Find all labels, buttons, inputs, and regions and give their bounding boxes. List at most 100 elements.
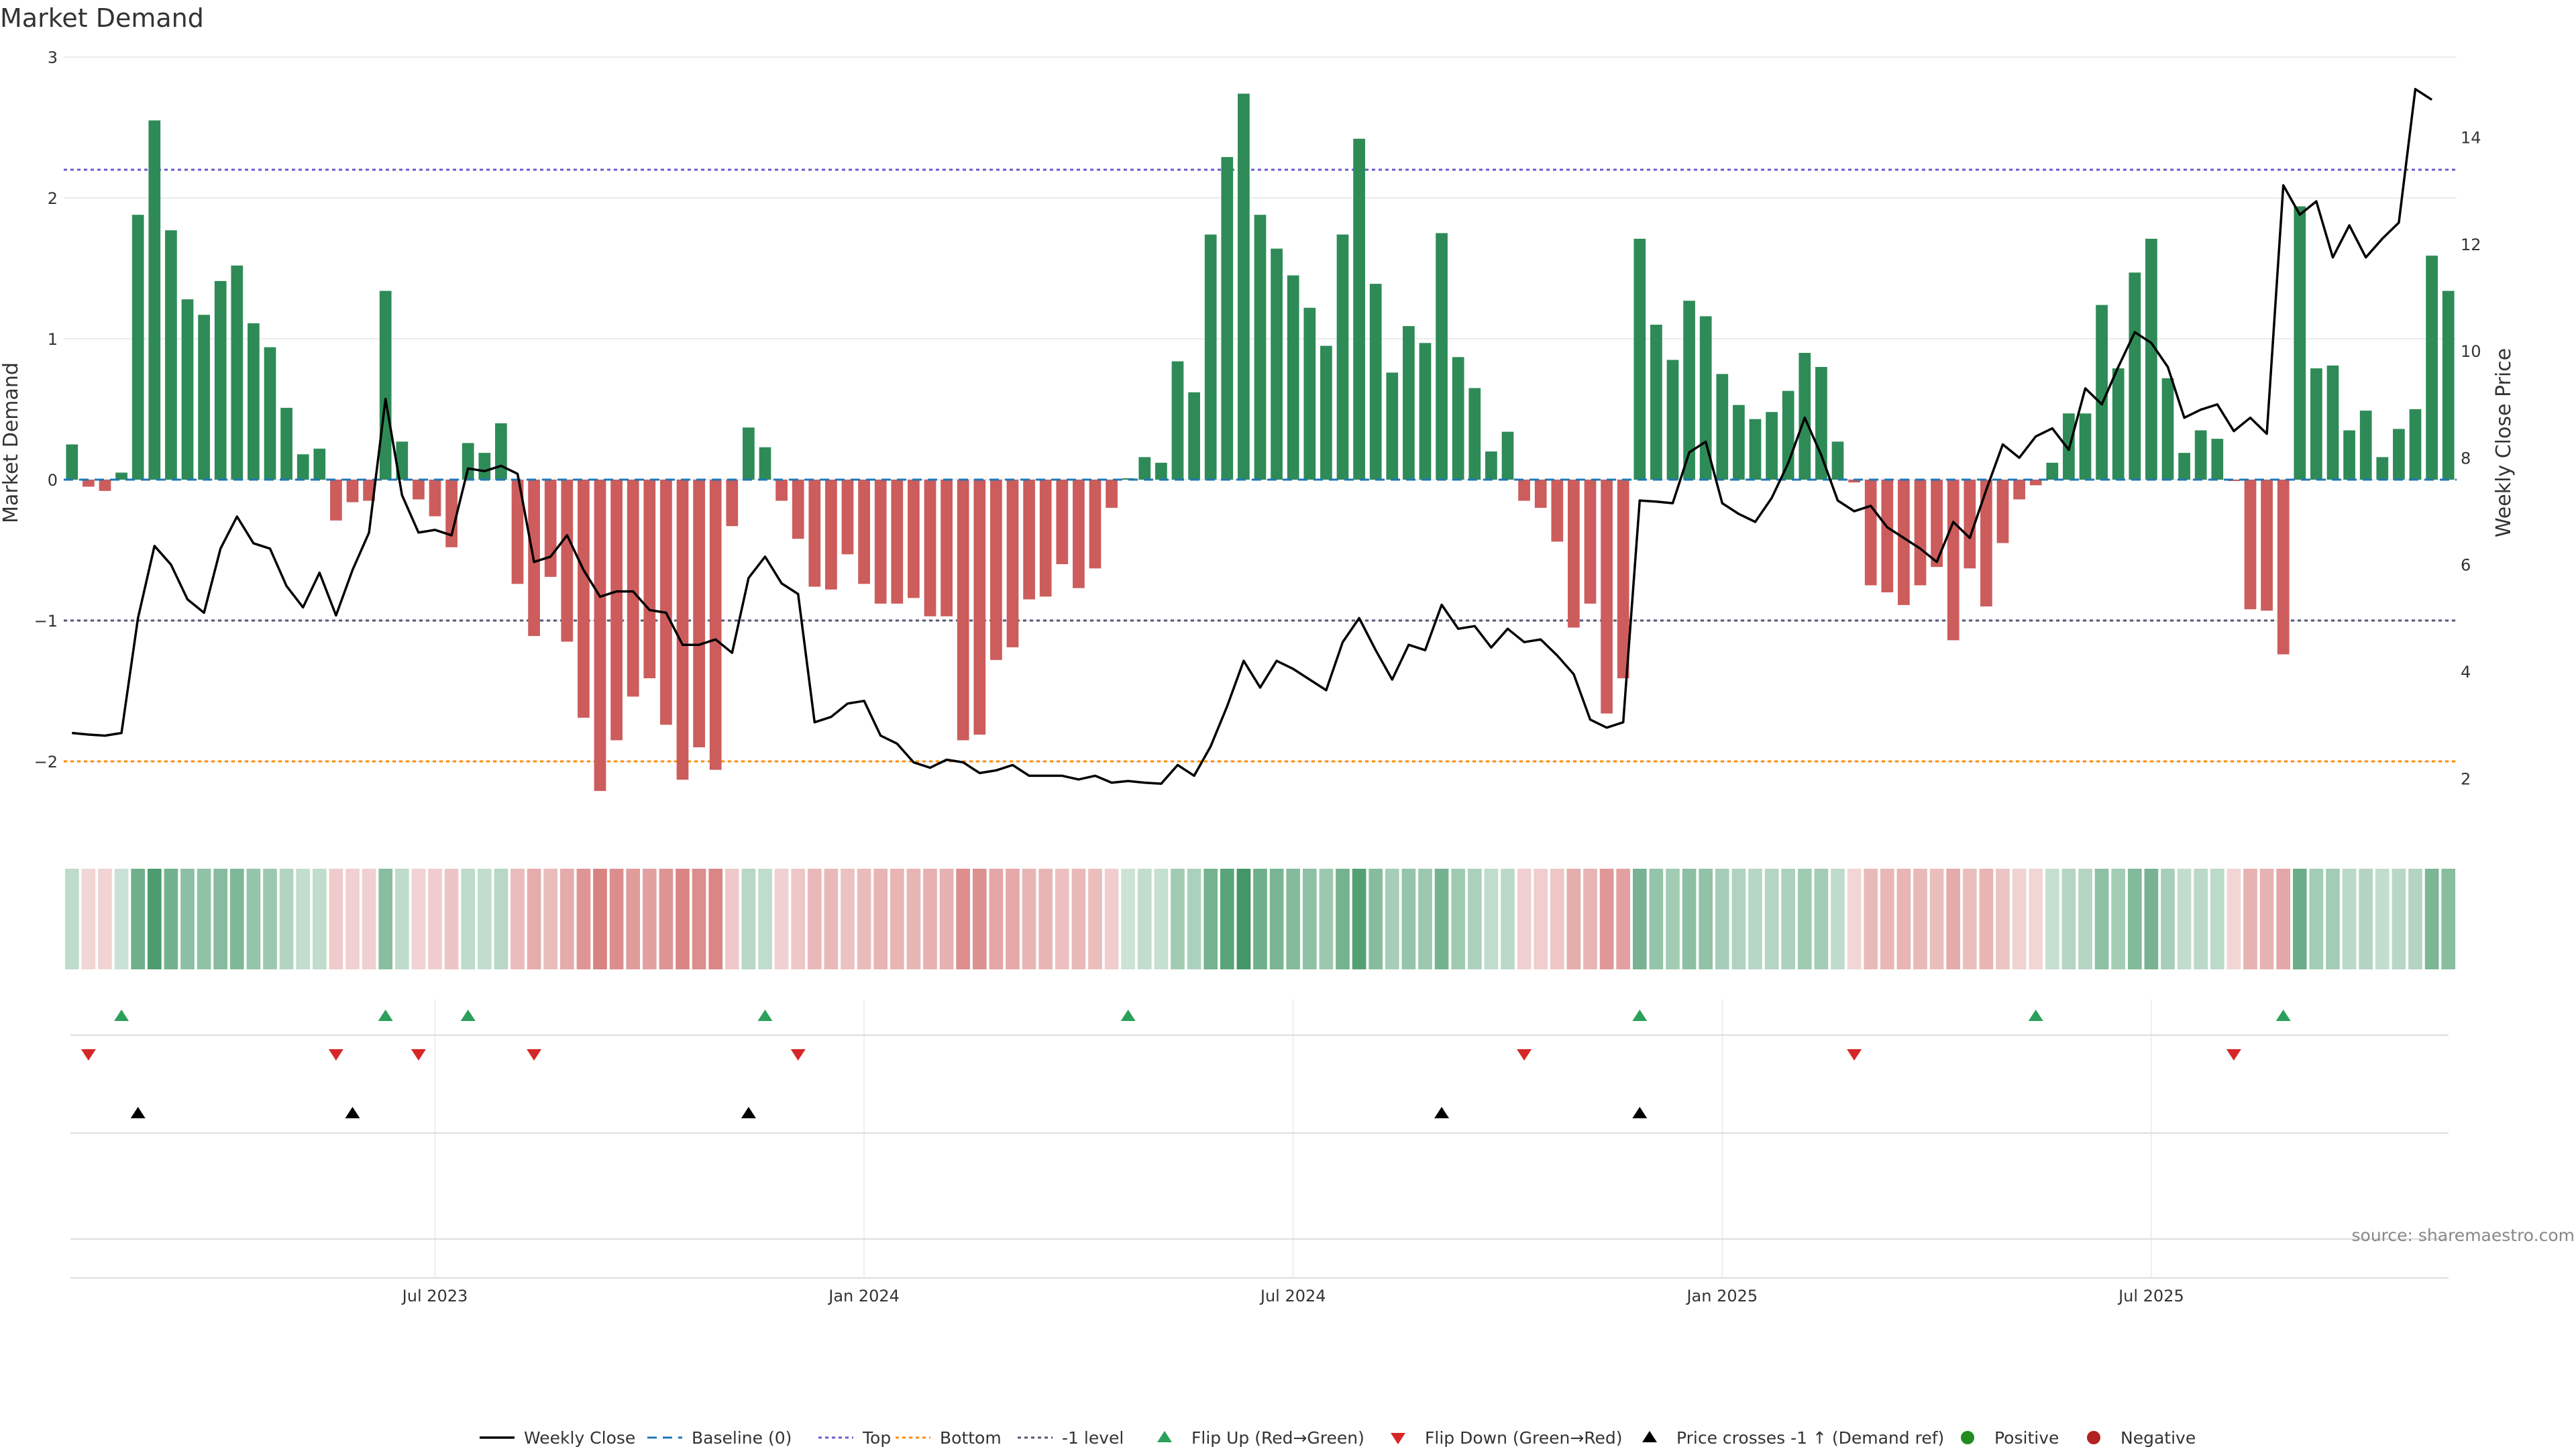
demand-bar (2294, 206, 2306, 480)
demand-bar (379, 290, 392, 480)
demand-bars (66, 93, 2455, 792)
heat-cell (1352, 869, 1366, 969)
demand-bar (2310, 368, 2322, 480)
heat-cell (1286, 869, 1301, 969)
demand-bar (1452, 357, 1464, 480)
heat-cell (857, 869, 871, 969)
heat-cell (1467, 869, 1482, 969)
price-cross-marker (1632, 1107, 1648, 1118)
demand-bar (908, 480, 920, 598)
heat-cell (81, 869, 96, 969)
demand-bar (148, 120, 161, 480)
chart-title: Market Demand (0, 3, 204, 33)
demand-bar (297, 454, 309, 480)
demand-bar (1584, 480, 1597, 604)
heat-cell (1616, 869, 1631, 969)
demand-bar (248, 323, 260, 480)
price-cross-marker (345, 1107, 360, 1118)
legend-label: -1 level (1062, 1428, 1124, 1448)
demand-bar (396, 441, 409, 480)
flip-down-marker (527, 1049, 542, 1061)
y-axis-label: Market Demand (0, 362, 23, 523)
heat-cell (1896, 869, 1911, 969)
demand-bar (1766, 412, 1778, 480)
heat-cell (543, 869, 558, 969)
heat-cell (890, 869, 904, 969)
demand-bar (445, 480, 458, 547)
heat-cell (807, 869, 822, 969)
x-tick-label: Jul 2023 (401, 1287, 468, 1305)
demand-bar (1980, 480, 1992, 606)
demand-bar (1006, 480, 1019, 647)
heat-cell (692, 869, 706, 969)
demand-bar (610, 480, 623, 741)
demand-bar (1485, 451, 1497, 480)
legend-negative-sample (2087, 1431, 2100, 1444)
heat-cell (329, 869, 343, 969)
heat-cell (1781, 869, 1796, 969)
right-y-axis-ticks: 2 4 6 8 10 12 14 (2461, 128, 2481, 788)
demand-bar (1518, 480, 1530, 501)
demand-bar (1864, 480, 1877, 586)
demand-bar (1996, 480, 2009, 543)
heat-cell (229, 869, 244, 969)
heat-cell (758, 869, 772, 969)
heat-cell (2375, 869, 2390, 969)
y2-tick-label: 10 (2461, 342, 2481, 361)
heat-cell (626, 869, 641, 969)
demand-bar (280, 407, 292, 480)
demand-bar (759, 447, 771, 480)
heat-cell (741, 869, 756, 969)
demand-bar (1238, 93, 1250, 480)
heat-cell (1682, 869, 1697, 969)
heat-cell (64, 869, 79, 969)
legend-label: Flip Down (Green→Red) (1425, 1428, 1623, 1448)
demand-bar (1501, 431, 1514, 480)
demand-bar (2129, 272, 2141, 480)
heat-cell (246, 869, 261, 969)
demand-bar (1204, 234, 1217, 480)
x-tick-label: Jan 2025 (1685, 1287, 1758, 1305)
demand-bar (1221, 157, 1234, 480)
heat-cell (2061, 869, 2076, 969)
demand-bar (1171, 361, 1184, 480)
demand-bar (115, 472, 127, 480)
heat-cell (1847, 869, 1862, 969)
flip-down-marker (328, 1049, 343, 1061)
demand-bar (2161, 378, 2174, 480)
flip-down-marker (1847, 1049, 1862, 1061)
demand-bar (544, 480, 557, 577)
demand-bar (973, 480, 986, 735)
heat-cell (1088, 869, 1102, 969)
heat-cell (1187, 869, 1201, 969)
heat-cell (2144, 869, 2159, 969)
heat-cell (1517, 869, 1532, 969)
heat-cell (131, 869, 146, 969)
heat-cell (2012, 869, 2027, 969)
heat-cell (477, 869, 492, 969)
heat-cell (296, 869, 311, 969)
demand-heat-strip (64, 869, 2456, 969)
y2-tick-label: 2 (2461, 769, 2471, 788)
demand-bar (2112, 368, 2125, 480)
y2-tick-label: 12 (2461, 235, 2481, 254)
demand-bar (1931, 480, 1943, 568)
heat-cell (1203, 869, 1218, 969)
demand-bar (131, 215, 144, 480)
y-tick-label: 1 (48, 330, 58, 349)
demand-bar (2261, 480, 2273, 611)
heat-cell (1336, 869, 1350, 969)
heat-cell (1401, 869, 1416, 969)
heat-cell (1451, 869, 1466, 969)
demand-bar (2096, 305, 2108, 480)
heat-cell (1006, 869, 1020, 969)
heat-cell (1649, 869, 1664, 969)
demand-bar (2029, 480, 2042, 486)
demand-bar (1353, 138, 1365, 480)
demand-bar (2194, 430, 2207, 480)
heat-cell (1418, 869, 1432, 969)
heat-cell (2276, 869, 2291, 969)
demand-bar (1633, 238, 1646, 480)
demand-bar (1534, 480, 1547, 508)
heat-cell (362, 869, 376, 969)
